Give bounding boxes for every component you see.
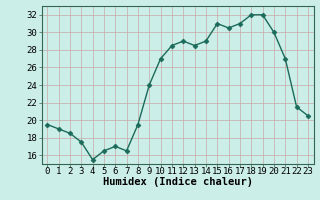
X-axis label: Humidex (Indice chaleur): Humidex (Indice chaleur) xyxy=(103,177,252,187)
